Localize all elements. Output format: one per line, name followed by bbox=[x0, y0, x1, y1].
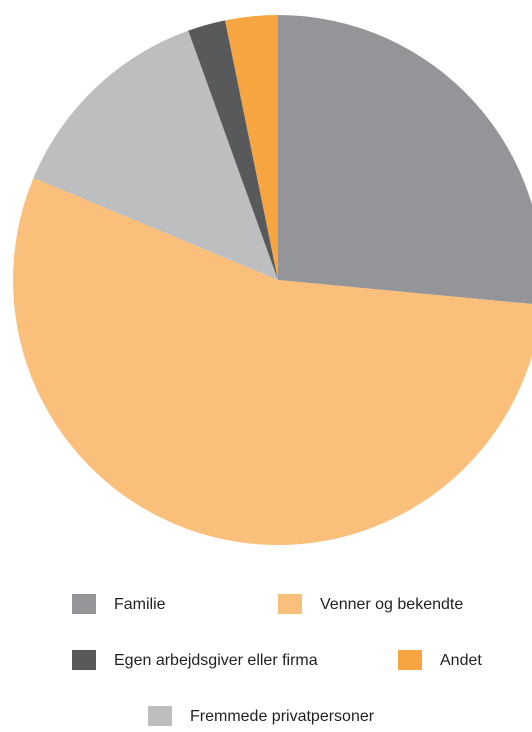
legend-swatch bbox=[398, 650, 422, 670]
legend-swatch bbox=[278, 594, 302, 614]
pie bbox=[13, 15, 532, 545]
legend-swatch bbox=[72, 650, 96, 670]
pie-slice bbox=[278, 15, 532, 305]
legend-label: Egen arbejdsgiver eller firma bbox=[114, 652, 318, 669]
legend-label: Andet bbox=[440, 652, 482, 669]
legend-swatch bbox=[72, 594, 96, 614]
legend-swatch bbox=[148, 706, 172, 726]
legend-label: Fremmede privatpersoner bbox=[190, 708, 375, 725]
legend: Familie Venner og bekendte Fremmede privat… bbox=[72, 594, 482, 726]
legend-label: Familie bbox=[114, 596, 166, 613]
pie-slice bbox=[188, 20, 278, 281]
pie-slice bbox=[33, 30, 278, 280]
pie-slice bbox=[225, 15, 278, 280]
legend-label: Venner og bekendte bbox=[320, 596, 463, 613]
pie-slice bbox=[13, 177, 532, 545]
